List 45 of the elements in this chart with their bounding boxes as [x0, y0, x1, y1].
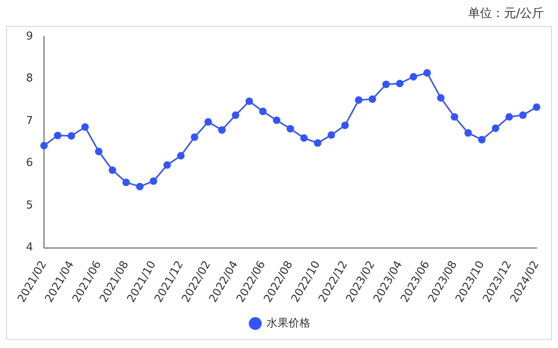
point	[94, 148, 102, 156]
y-tick-label: 8	[26, 72, 33, 85]
legend-label: 水果价格	[266, 316, 310, 330]
point	[492, 124, 500, 132]
point	[286, 124, 294, 132]
point	[300, 134, 308, 142]
point	[177, 152, 185, 160]
point	[150, 177, 158, 185]
point	[382, 80, 390, 88]
point	[423, 69, 431, 77]
point	[245, 97, 253, 105]
point	[68, 132, 76, 140]
point	[190, 133, 198, 141]
point	[40, 142, 48, 150]
point	[232, 111, 240, 119]
point	[450, 113, 458, 121]
point	[81, 123, 89, 131]
y-tick-label: 5	[26, 198, 33, 212]
point	[505, 113, 513, 121]
point	[464, 129, 472, 137]
text: 单位：元/公斤	[468, 6, 544, 20]
point	[328, 131, 336, 139]
point	[204, 118, 212, 126]
point	[437, 94, 445, 102]
point	[410, 72, 418, 80]
point	[259, 108, 267, 116]
point	[532, 103, 540, 111]
point	[354, 96, 362, 104]
point	[519, 111, 527, 119]
point	[163, 161, 171, 169]
point	[54, 132, 62, 140]
point	[272, 116, 280, 124]
point	[341, 122, 349, 130]
y-tick-label: 4	[26, 240, 33, 254]
y-tick-label: 9	[26, 29, 33, 42]
y-tick-label: 7	[26, 114, 33, 127]
point	[122, 178, 130, 186]
point	[136, 182, 144, 190]
y-tick-label: 6	[26, 156, 33, 170]
point	[396, 80, 404, 88]
point	[218, 126, 226, 134]
point	[478, 136, 486, 144]
point	[314, 139, 322, 147]
point	[108, 166, 116, 174]
point	[368, 95, 376, 103]
